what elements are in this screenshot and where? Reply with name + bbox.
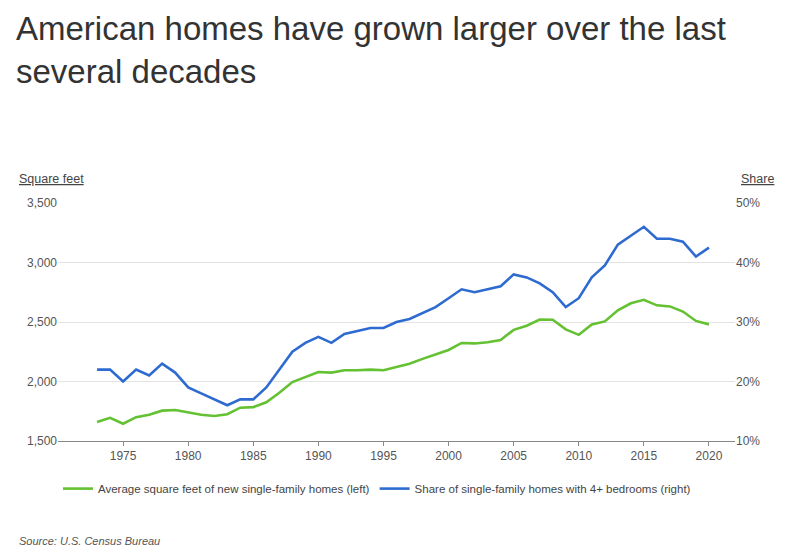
svg-text:Share of single-family homes w: Share of single-family homes with 4+ bed…	[415, 483, 691, 495]
svg-text:20%: 20%	[736, 375, 760, 389]
svg-text:1990: 1990	[305, 449, 332, 463]
svg-text:50%: 50%	[736, 196, 760, 210]
svg-text:1975: 1975	[110, 449, 137, 463]
svg-text:2005: 2005	[500, 449, 527, 463]
svg-text:2,000: 2,000	[27, 375, 57, 389]
svg-text:2010: 2010	[565, 449, 592, 463]
svg-text:10%: 10%	[736, 434, 760, 448]
svg-text:2000: 2000	[435, 449, 462, 463]
svg-text:40%: 40%	[736, 256, 760, 270]
svg-text:Share: Share	[741, 172, 774, 186]
svg-text:1995: 1995	[370, 449, 397, 463]
svg-text:1980: 1980	[175, 449, 202, 463]
svg-text:3,500: 3,500	[27, 196, 57, 210]
svg-text:30%: 30%	[736, 315, 760, 329]
svg-text:Source: U.S. Census Bureau: Source: U.S. Census Bureau	[19, 535, 160, 547]
svg-text:Square feet: Square feet	[19, 172, 84, 186]
svg-text:2,500: 2,500	[27, 315, 57, 329]
svg-text:3,000: 3,000	[27, 256, 57, 270]
svg-text:1985: 1985	[240, 449, 267, 463]
svg-text:Average square feet of new sin: Average square feet of new single-family…	[98, 483, 370, 495]
svg-text:1,500: 1,500	[27, 434, 57, 448]
svg-text:2020: 2020	[696, 449, 723, 463]
svg-text:2015: 2015	[631, 449, 658, 463]
html-text:American homes have grown larg: American homes have grown larger over th…	[16, 10, 726, 90]
